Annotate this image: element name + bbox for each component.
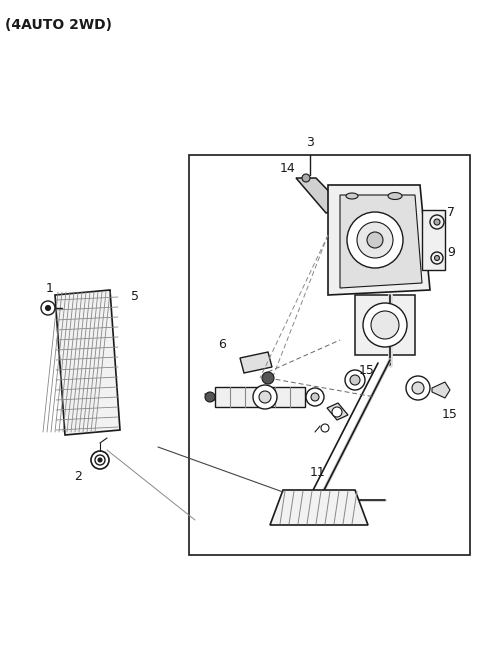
Circle shape: [434, 219, 440, 225]
Text: 15: 15: [442, 409, 458, 422]
Circle shape: [253, 385, 277, 409]
Circle shape: [347, 212, 403, 268]
Polygon shape: [270, 490, 368, 525]
Circle shape: [412, 382, 424, 394]
Polygon shape: [215, 387, 305, 407]
Circle shape: [357, 222, 393, 258]
Circle shape: [371, 311, 399, 339]
Polygon shape: [328, 185, 430, 295]
Polygon shape: [422, 210, 445, 270]
Text: 9: 9: [447, 246, 455, 259]
Text: 6: 6: [218, 337, 226, 350]
Circle shape: [311, 393, 319, 401]
Text: 2: 2: [74, 470, 82, 483]
Polygon shape: [340, 195, 422, 288]
Polygon shape: [355, 295, 415, 355]
Text: 5: 5: [131, 290, 139, 303]
Text: (4AUTO 2WD): (4AUTO 2WD): [5, 18, 112, 32]
Polygon shape: [296, 178, 345, 213]
Circle shape: [205, 392, 215, 402]
Circle shape: [406, 376, 430, 400]
Circle shape: [350, 375, 360, 385]
Polygon shape: [55, 290, 120, 435]
Circle shape: [262, 372, 274, 384]
Text: 15: 15: [359, 364, 375, 377]
Text: 14: 14: [280, 162, 296, 174]
Circle shape: [367, 232, 383, 248]
Ellipse shape: [388, 193, 402, 200]
Ellipse shape: [346, 193, 358, 199]
Polygon shape: [327, 403, 348, 420]
Circle shape: [259, 391, 271, 403]
Circle shape: [345, 370, 365, 390]
Text: 11: 11: [310, 466, 326, 479]
Circle shape: [306, 388, 324, 406]
Polygon shape: [240, 352, 272, 373]
Text: 7: 7: [447, 206, 455, 219]
Circle shape: [434, 255, 440, 261]
Text: 1: 1: [46, 282, 54, 295]
Circle shape: [302, 174, 310, 182]
Text: 3: 3: [306, 136, 314, 149]
Circle shape: [363, 303, 407, 347]
Circle shape: [332, 407, 342, 417]
Circle shape: [46, 305, 50, 310]
Polygon shape: [432, 382, 450, 398]
Circle shape: [98, 458, 102, 462]
